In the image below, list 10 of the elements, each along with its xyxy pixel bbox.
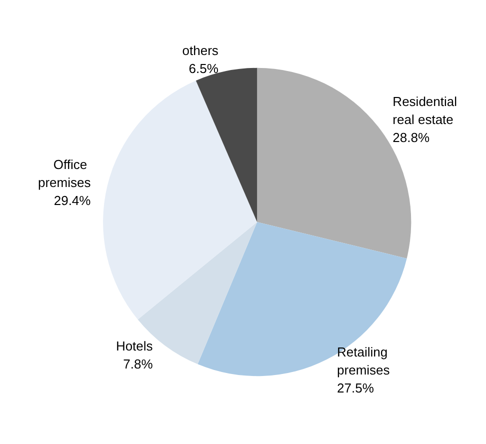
slice-label: Retailing premises [337,344,392,378]
data-label: 7.8% [123,356,154,372]
data-label: 29.4% [54,193,92,208]
data-label: 27.5% [337,380,374,396]
slice-label: Office premises [38,157,92,190]
slice-label: Hotels [116,338,154,354]
slice-label: Residential real estate [392,94,461,127]
data-label: 28.8% [392,130,430,145]
slice-label: others [182,42,219,58]
data-label: 6.5% [188,60,219,76]
